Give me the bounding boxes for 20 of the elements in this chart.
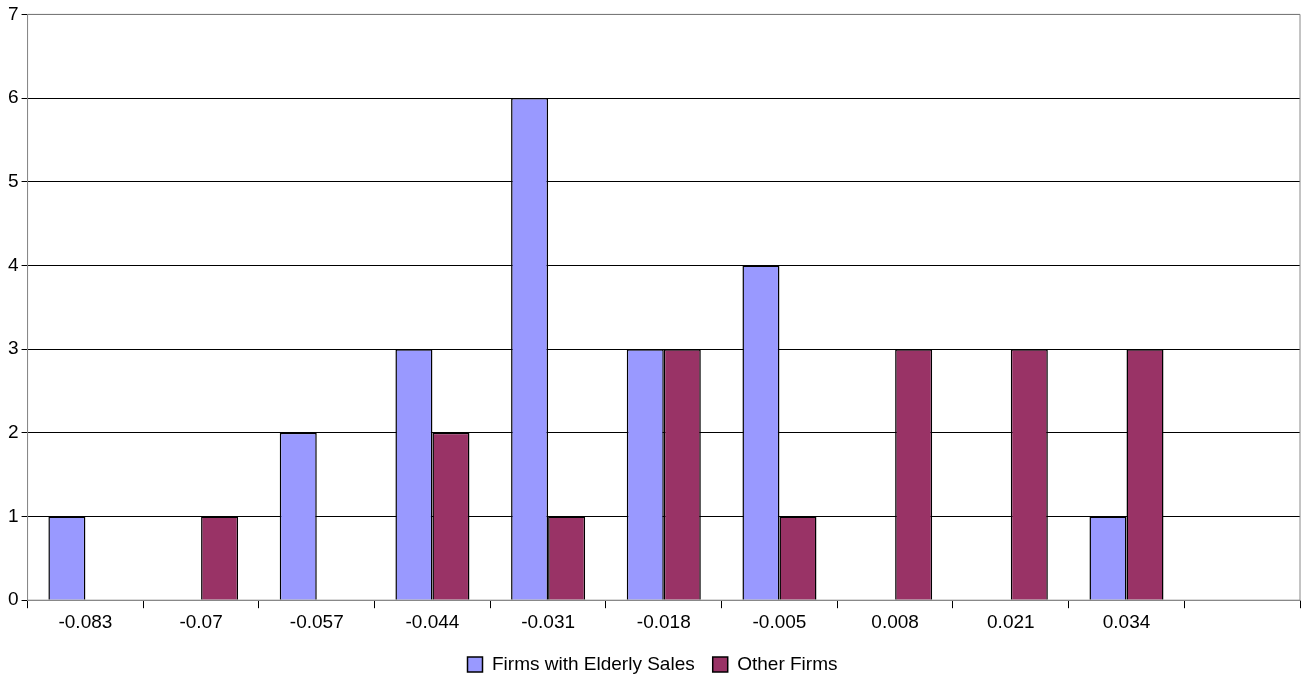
y-tick-label: 6	[7, 86, 19, 108]
x-tick-label: -0.005	[752, 610, 807, 632]
x-tick-label: -0.057	[289, 610, 344, 632]
y-tick-label: 4	[7, 253, 19, 275]
legend-label: Firms with Elderly Sales	[492, 652, 695, 674]
x-tick-label: -0.044	[405, 610, 460, 632]
x-tick-label: 0.034	[1102, 610, 1151, 632]
legend-label: Other Firms	[737, 652, 838, 674]
x-tick-label: -0.018	[636, 610, 691, 632]
x-tick-label: -0.07	[179, 610, 223, 632]
x-tick-label: 0.021	[987, 610, 1035, 632]
y-tick-label: 1	[7, 504, 19, 526]
y-tick-label: 0	[7, 588, 19, 610]
y-tick-label: 3	[7, 337, 19, 359]
x-tick-label: 0.008	[871, 610, 919, 632]
x-tick-label: -0.083	[58, 610, 113, 632]
x-tick-label: -0.031	[521, 610, 576, 632]
y-tick-label: 5	[7, 170, 19, 192]
y-tick-label: 7	[7, 2, 19, 24]
y-tick-label: 2	[7, 421, 19, 443]
